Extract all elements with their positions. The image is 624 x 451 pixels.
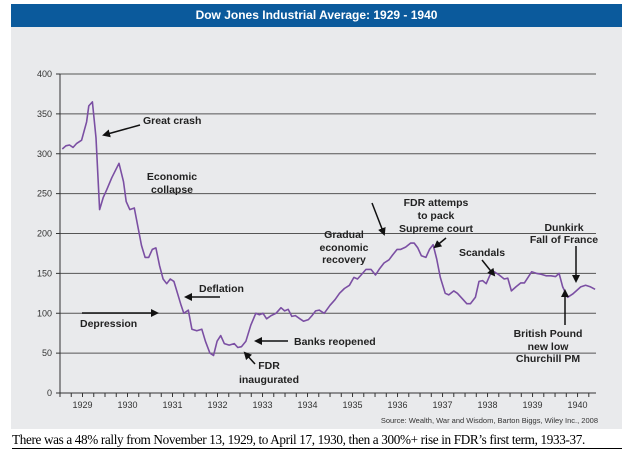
x-tick-label: 1934 <box>298 400 318 410</box>
x-tick-label: 1940 <box>568 400 588 410</box>
annotation-recovery-3: recovery <box>322 254 366 266</box>
y-tick-label: 400 <box>37 69 52 79</box>
x-tick-label: 1933 <box>253 400 273 410</box>
annotation-dunkirk-1: Dunkirk <box>544 222 583 234</box>
y-tick-label: 100 <box>37 308 52 318</box>
x-tick-label: 1936 <box>388 400 408 410</box>
arrow-scandals <box>481 259 496 277</box>
chart-title: Dow Jones Industrial Average: 1929 - 194… <box>11 4 622 27</box>
arrow-recovery <box>371 202 386 236</box>
annotation-british-pound-3: Churchill PM <box>516 353 580 365</box>
chart-panel <box>11 4 622 429</box>
x-tick-label: 1930 <box>117 400 137 410</box>
dow-jones-line <box>61 101 596 357</box>
y-tick-label: 350 <box>37 109 52 119</box>
annotation-great-crash: Great crash <box>143 115 201 127</box>
annotation-supreme-court-1: FDR attemps <box>404 197 469 209</box>
y-tick-label: 250 <box>37 189 52 199</box>
annotation-fdr-inaugurated-2: inaugurated <box>239 374 299 386</box>
annotation-depression: Depression <box>80 318 137 330</box>
y-tick-label: 50 <box>42 348 52 358</box>
arrow-great-crash <box>102 124 141 138</box>
annotation-supreme-court-3: Supreme court <box>399 223 474 235</box>
y-tick-label: 0 <box>47 388 52 398</box>
x-tick-label: 1932 <box>207 400 227 410</box>
x-tick-label: 1938 <box>478 400 498 410</box>
annotation-dunkirk-2: Fall of France <box>530 234 598 246</box>
x-tick-label: 1935 <box>343 400 363 410</box>
x-tick-label: 1937 <box>433 400 453 410</box>
annotation-economic-collapse-2: collapse <box>151 184 193 196</box>
annotation-british-pound-1: British Pound <box>514 328 583 340</box>
arrow-fdr-inaugurated <box>243 351 256 365</box>
caption: There was a 48% rally from November 13, … <box>12 432 622 449</box>
annotation-economic-collapse-1: Economic <box>147 171 197 183</box>
annotation-recovery-1: Gradual <box>324 229 364 241</box>
x-tick-label: 1939 <box>523 400 543 410</box>
annotation-scandals: Scandals <box>459 247 505 259</box>
annotation-banks-reopened: Banks reopened <box>294 336 376 348</box>
source-note: Source: Wealth, War and Wisdom, Barton B… <box>381 416 598 425</box>
x-tick-label: 1931 <box>162 400 182 410</box>
annotation-supreme-court-2: to pack <box>418 210 455 222</box>
y-tick-label: 200 <box>37 229 52 239</box>
x-tick-label: 1929 <box>72 400 92 410</box>
annotation-british-pound-2: new low <box>528 341 570 353</box>
y-tick-label: 300 <box>37 149 52 159</box>
annotation-deflation: Deflation <box>199 283 244 295</box>
annotation-fdr-inaugurated-1: FDR <box>258 360 280 372</box>
arrow-supreme-court <box>433 237 447 249</box>
annotation-recovery-2: economic <box>319 242 368 254</box>
y-tick-label: 150 <box>37 268 52 278</box>
